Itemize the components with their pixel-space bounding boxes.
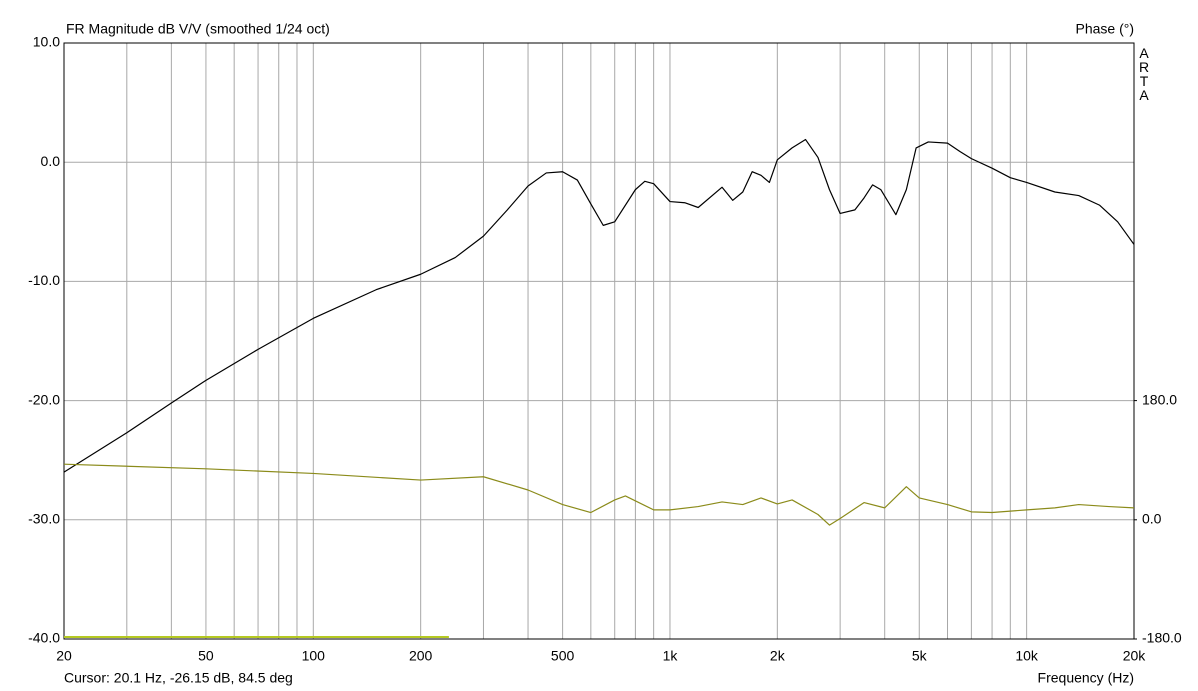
x-tick-label: 20 <box>56 648 72 664</box>
x-tick-label: 10k <box>1015 648 1039 664</box>
y-tick-label: -10.0 <box>28 272 60 288</box>
y-tick-label: 10.0 <box>33 34 60 50</box>
y2-tick-label: -180.0 <box>1142 630 1182 646</box>
x-tick-label: 200 <box>409 648 433 664</box>
x-tick-label: 5k <box>912 648 928 664</box>
y-tick-label: 0.0 <box>41 153 61 169</box>
cursor-readout: Cursor: 20.1 Hz, -26.15 dB, 84.5 deg <box>64 670 293 686</box>
x-tick-label: 20k <box>1123 648 1147 664</box>
y-tick-label: -20.0 <box>28 391 60 407</box>
y-tick-label: -40.0 <box>28 630 60 646</box>
x-tick-label: 100 <box>302 648 326 664</box>
y2-tick-label: 0.0 <box>1142 511 1162 527</box>
x-tick-label: 50 <box>198 648 214 664</box>
y2-tick-label: 180.0 <box>1142 391 1177 407</box>
y-tick-label: -30.0 <box>28 511 60 527</box>
x-tick-label: 2k <box>770 648 786 664</box>
series-line <box>63 463 1135 526</box>
x-tick-label: 1k <box>663 648 679 664</box>
x-tick-label: 500 <box>551 648 575 664</box>
watermark: ARTA <box>1136 45 1152 101</box>
chart-title: FR Magnitude dB V/V (smoothed 1/24 oct) <box>66 21 330 37</box>
y2-axis-label: Phase (°) <box>1075 21 1134 37</box>
x-axis-label: Frequency (Hz) <box>1038 670 1134 686</box>
plot-frame <box>63 42 1135 640</box>
series-line <box>63 138 1135 473</box>
